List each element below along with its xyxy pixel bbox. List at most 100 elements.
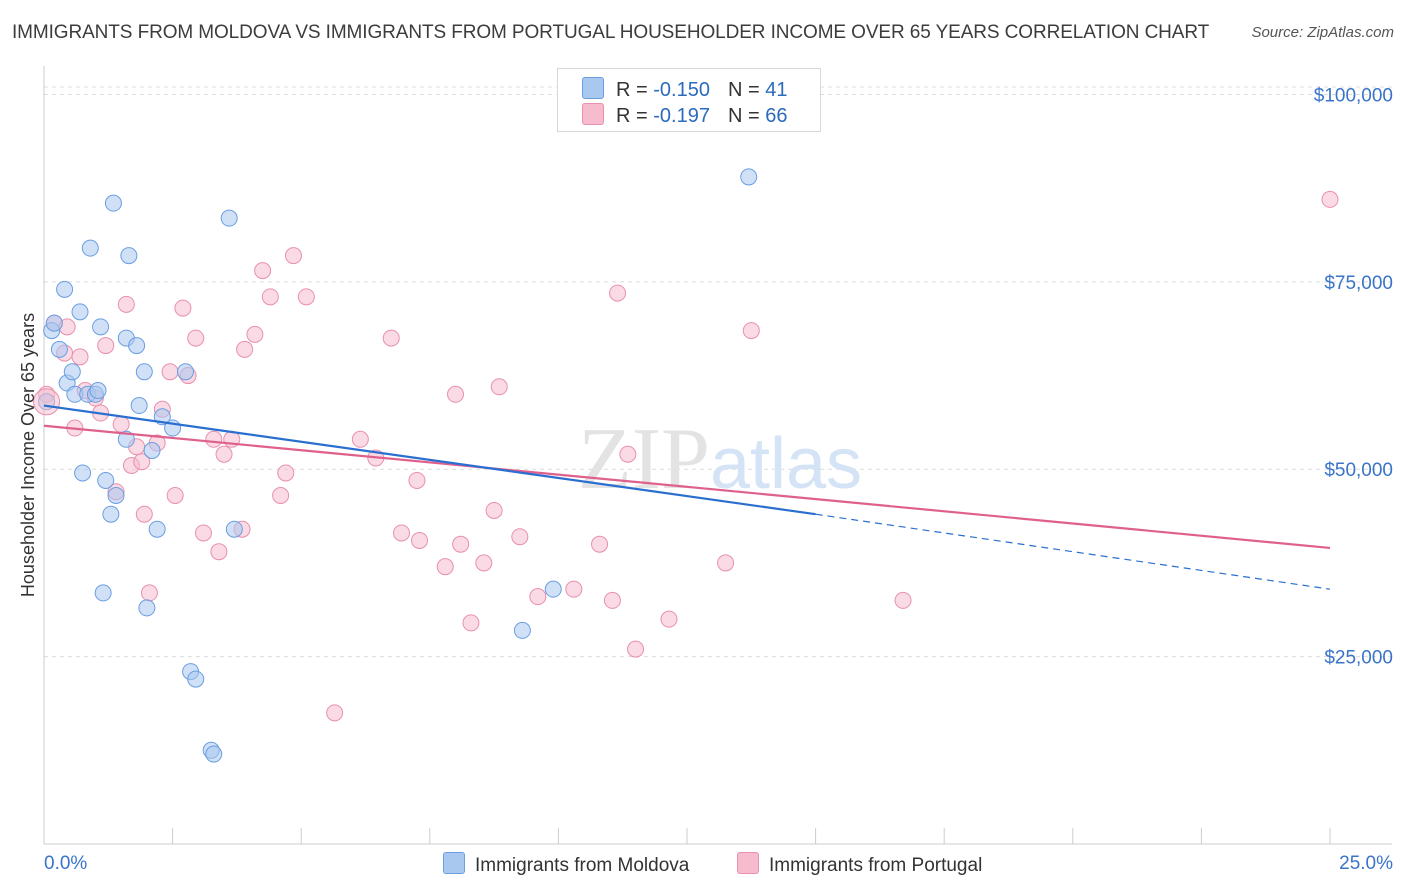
portugal-point [565,580,583,598]
moldova-point [50,340,68,358]
y-axis-label: Householder Income Over 65 years [18,313,38,597]
moldova-point [104,194,122,212]
moldova-swatch-icon [443,852,465,874]
portugal-point [117,295,135,313]
portugal-point [627,640,645,658]
y-tick-label: $25,000 [1324,648,1393,669]
moldova-point [513,621,531,639]
moldova-point [117,430,135,448]
portugal-point [210,543,228,561]
moldova-point [94,584,112,602]
axes [43,66,1392,845]
y-tick-label: $50,000 [1324,460,1393,481]
trend-lines [43,404,1331,590]
watermark-zip: ZIP [578,411,710,508]
portugal-point [326,704,344,722]
moldova-trend-extension [815,513,1331,590]
legend-r-value: -0.150 [653,79,710,101]
moldova-point [92,318,110,336]
portugal-point [261,288,279,306]
tick-labels: $25,000 $50,000 $75,000 $100,000 0.0% 25.0% [44,85,1393,874]
portugal-point [112,415,130,433]
moldova-point [176,363,194,381]
portugal-point [135,505,153,523]
portugal-point [485,501,503,519]
portugal-point [133,453,151,471]
legend-n-label: N = [727,105,760,127]
portugal-trend-line [43,424,1331,550]
legend-row-moldova: R = -0.150 N = 41 [582,77,787,103]
portugal-point [660,610,678,628]
portugal-point [603,591,621,609]
moldova-point [225,520,243,538]
legend-n-value: 66 [765,105,788,127]
legend-r-label: R = [616,79,648,101]
portugal-point [717,554,735,572]
portugal-point [475,554,493,572]
moldova-point [128,337,146,355]
bottom-legend-portugal: Immigrants from Portugal [737,852,982,877]
moldova-point [71,303,89,321]
portugal-point [529,588,547,606]
portugal-point [297,288,315,306]
y-tick-label: $75,000 [1324,273,1393,294]
moldova-point [120,247,138,265]
portugal-point [187,329,205,347]
moldova-point [74,464,92,482]
watermark: ZIPatlas [578,411,862,508]
chart-title: IMMIGRANTS FROM MOLDOVA VS IMMIGRANTS FR… [12,22,1210,43]
portugal-point [33,388,61,416]
portugal-point [609,284,627,302]
moldova-point [107,486,125,504]
moldova-point [130,397,148,415]
portugal-point [462,614,480,632]
bottom-legend-label: Immigrants from Portugal [769,855,983,876]
portugal-point [215,445,233,463]
portugal-point [140,584,158,602]
portugal-point [408,471,426,489]
portugal-point [284,247,302,265]
x-tick-label: 0.0% [44,853,87,874]
portugal-point [351,430,369,448]
bottom-legend-label: Immigrants from Moldova [475,855,690,876]
portugal-point [174,299,192,317]
portugal-point [894,591,912,609]
portugal-point [490,378,508,396]
moldova-point [143,442,161,460]
portugal-swatch-icon [582,103,604,125]
moldova-point [148,520,166,538]
portugal-point [1321,190,1339,208]
portugal-point [205,430,223,448]
portugal-point [619,445,637,463]
portugal-point [194,524,212,542]
moldova-point [138,599,156,617]
portugal-swatch-icon [737,852,759,874]
bottom-legend-moldova: Immigrants from Moldova [443,852,689,877]
x-tick-label: 25.0% [1339,853,1393,874]
portugal-point [272,486,290,504]
portugal-point [246,325,264,343]
legend-r-value: -0.197 [653,105,710,127]
portugal-point [393,524,411,542]
portugal-point [236,340,254,358]
portugal-point [591,535,609,553]
portugal-point [382,329,400,347]
moldova-point [56,280,74,298]
portugal-point [254,262,272,280]
legend-n-value: 41 [765,79,788,101]
portugal-point [511,528,529,546]
portugal-point [436,558,454,576]
moldova-point [544,580,562,598]
legend-row-portugal: R = -0.197 N = 66 [582,103,787,129]
moldova-point [205,745,223,763]
portugal-point [452,535,470,553]
moldova-point [102,505,120,523]
portugal-point [161,363,179,381]
moldova-point [220,209,238,227]
moldova-point [89,382,107,400]
moldova-point [740,168,758,186]
moldova-point [187,670,205,688]
portugal-point [166,486,184,504]
moldova-point [45,314,63,332]
